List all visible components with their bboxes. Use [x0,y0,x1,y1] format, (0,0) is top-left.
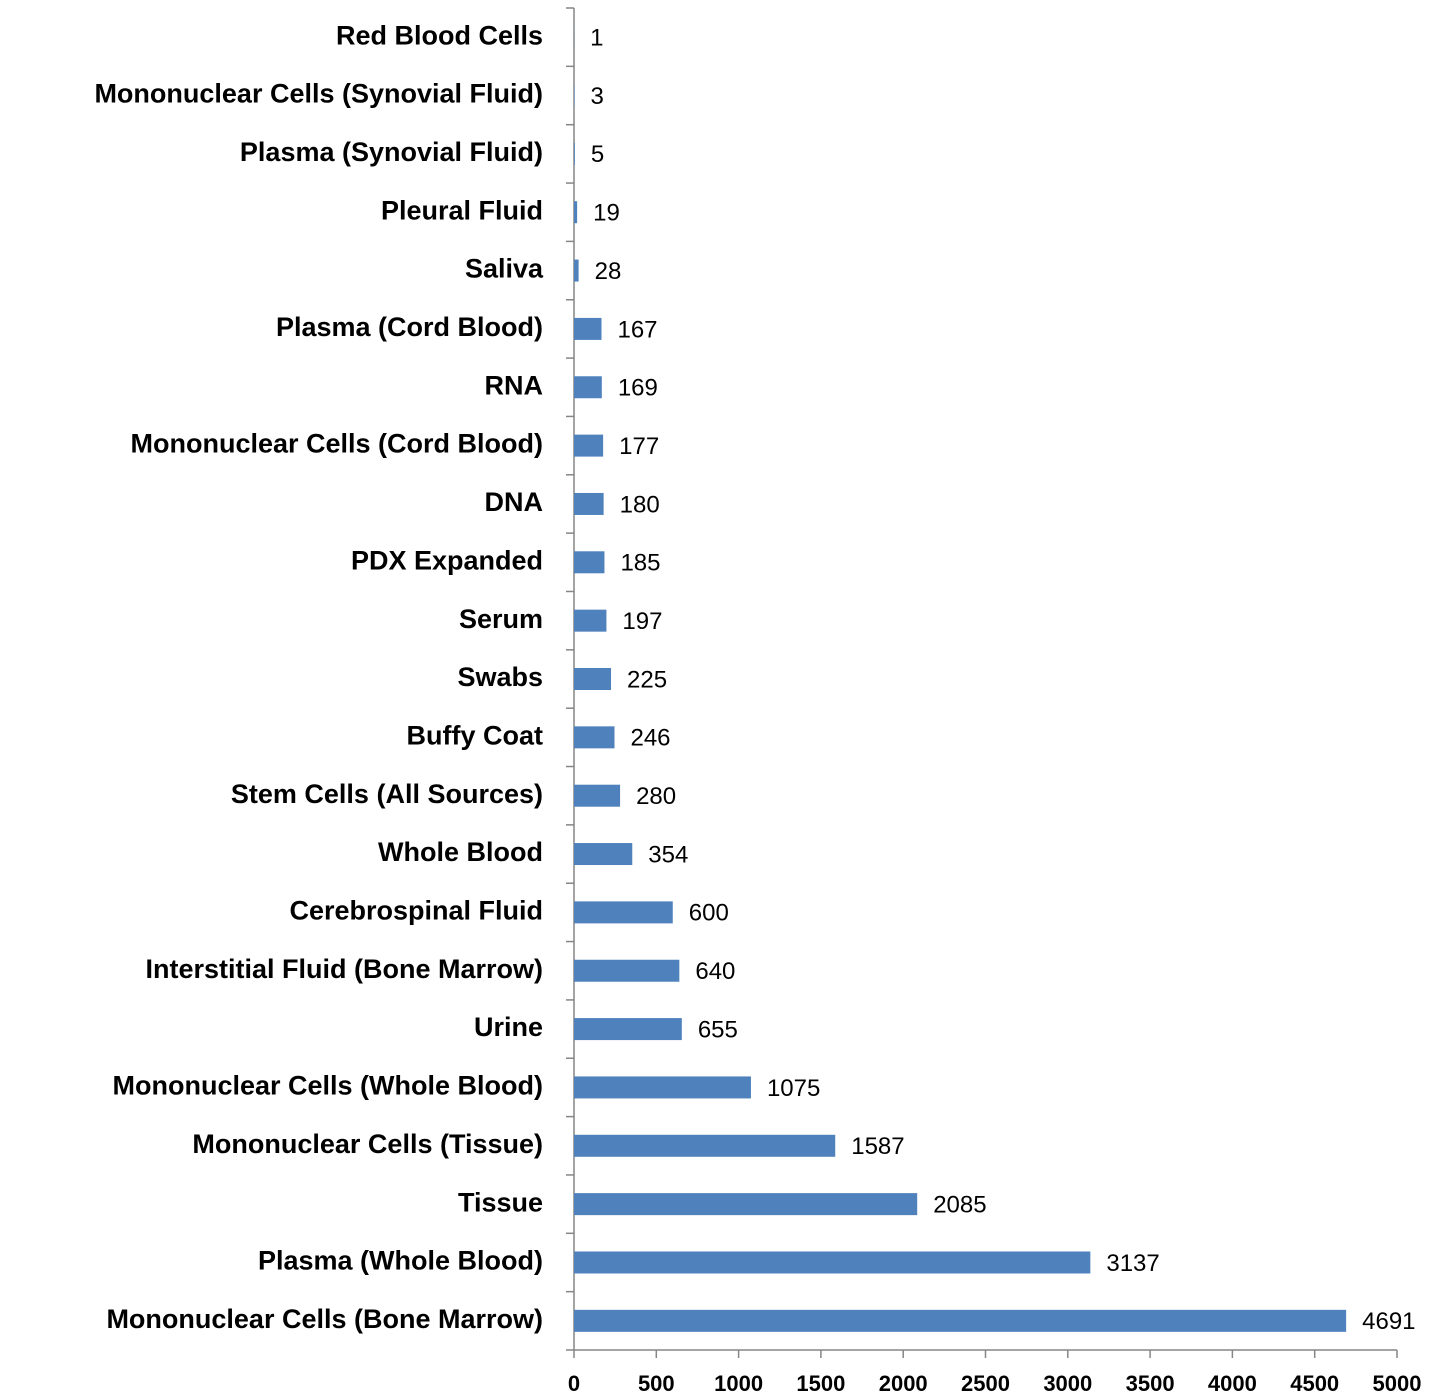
bar [574,376,602,399]
bar [574,609,607,632]
x-tick-label: 3500 [1126,1371,1175,1396]
y-tick-label: Buffy Coat [407,720,544,750]
x-tick-label: 2500 [961,1371,1010,1396]
bar [574,843,633,866]
bar [574,434,604,457]
bar [574,551,605,574]
y-tick-label: Interstitial Fluid (Bone Marrow) [145,954,543,984]
data-label: 3137 [1106,1250,1159,1277]
y-tick-label: Plasma (Synovial Fluid) [240,137,543,167]
data-label: 177 [619,433,659,460]
y-tick-label: Swabs [457,662,543,692]
x-tick-label: 5000 [1373,1371,1422,1396]
x-tick-label: 1000 [714,1371,763,1396]
y-tick-label: Mononuclear Cells (Cord Blood) [130,429,543,459]
y-tick-label: Tissue [458,1187,543,1217]
data-label: 185 [620,550,660,577]
data-label: 19 [593,200,620,227]
x-tick-label: 1500 [796,1371,845,1396]
y-tick-label: Cerebrospinal Fluid [289,896,543,926]
bar [574,1018,682,1041]
y-tick-label: Stem Cells (All Sources) [231,779,543,809]
data-label: 1587 [851,1133,904,1160]
bar [574,142,575,165]
bar [574,726,615,749]
data-label: 640 [695,958,735,985]
bar [574,1076,751,1099]
data-label: 167 [617,316,657,343]
bar [574,784,621,807]
x-tick-label: 0 [568,1371,580,1396]
bar [574,201,578,224]
bar [574,1309,1347,1332]
bar [574,901,673,924]
data-label: 600 [689,900,729,927]
data-label: 354 [648,841,688,868]
data-label: 1 [590,25,603,52]
y-tick-label: Red Blood Cells [336,20,543,50]
y-tick-label: Mononuclear Cells (Whole Blood) [113,1071,544,1101]
y-tick-label: Pleural Fluid [381,195,543,225]
y-tick-label: Mononuclear Cells (Tissue) [192,1129,543,1159]
y-tick-label: Plasma (Cord Blood) [276,312,543,342]
y-tick-label: Plasma (Whole Blood) [258,1246,543,1276]
y-tick-label: PDX Expanded [351,545,543,575]
data-label: 5 [591,141,604,168]
data-label: 225 [627,666,667,693]
bar [574,317,602,340]
x-tick-label: 4000 [1208,1371,1257,1396]
bar [574,1134,836,1157]
data-label: 28 [595,258,622,285]
data-label: 180 [620,491,660,518]
bar [574,259,579,282]
bar [574,492,604,515]
data-label: 655 [698,1016,738,1043]
data-label: 3 [590,83,603,110]
x-tick-label: 2000 [879,1371,928,1396]
y-tick-label: Whole Blood [378,837,543,867]
y-tick-label: Mononuclear Cells (Bone Marrow) [106,1304,543,1334]
x-tick-label: 500 [638,1371,675,1396]
data-label: 2085 [933,1191,986,1218]
y-tick-label: Mononuclear Cells (Synovial Fluid) [94,79,543,109]
bar [574,1193,918,1216]
bar [574,959,680,982]
y-tick-label: DNA [485,487,544,517]
data-label: 246 [630,725,670,752]
x-tick-label: 4500 [1290,1371,1339,1396]
data-label: 4691 [1362,1308,1415,1335]
bar [574,668,612,690]
y-tick-label: Serum [459,604,543,634]
data-label: 1075 [767,1075,820,1102]
x-tick-label: 3000 [1043,1371,1092,1396]
y-tick-label: Saliva [465,254,544,284]
y-tick-label: Urine [474,1012,543,1042]
data-label: 197 [622,608,662,635]
y-tick-label: RNA [485,370,544,400]
data-label: 169 [618,375,658,402]
bar [574,1251,1091,1274]
data-label: 280 [636,783,676,810]
